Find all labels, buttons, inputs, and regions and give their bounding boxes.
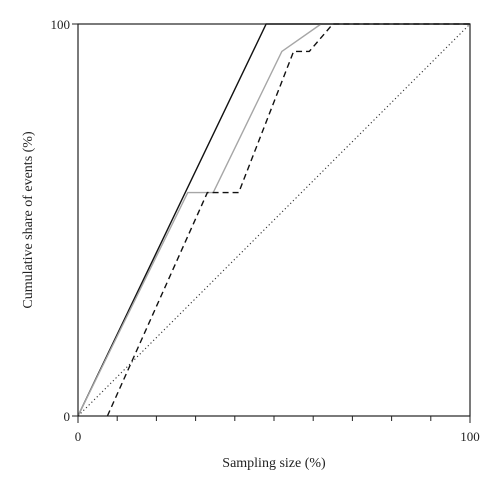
- series-dashed-line-2: [106, 23, 470, 417]
- plot-lines: [77, 23, 471, 417]
- series-dotted-line-3: [77, 23, 471, 417]
- x-tick-label-0: 0: [75, 429, 82, 444]
- x-tick-label-100: 100: [460, 429, 480, 444]
- y-axis-title: Cumulative share of events (%): [21, 131, 36, 309]
- y-tick-label-0: 0: [64, 409, 71, 424]
- y-tick-label-100: 100: [51, 17, 71, 32]
- axis-ticks: [72, 23, 471, 423]
- x-axis-title: Sampling size (%): [222, 456, 326, 471]
